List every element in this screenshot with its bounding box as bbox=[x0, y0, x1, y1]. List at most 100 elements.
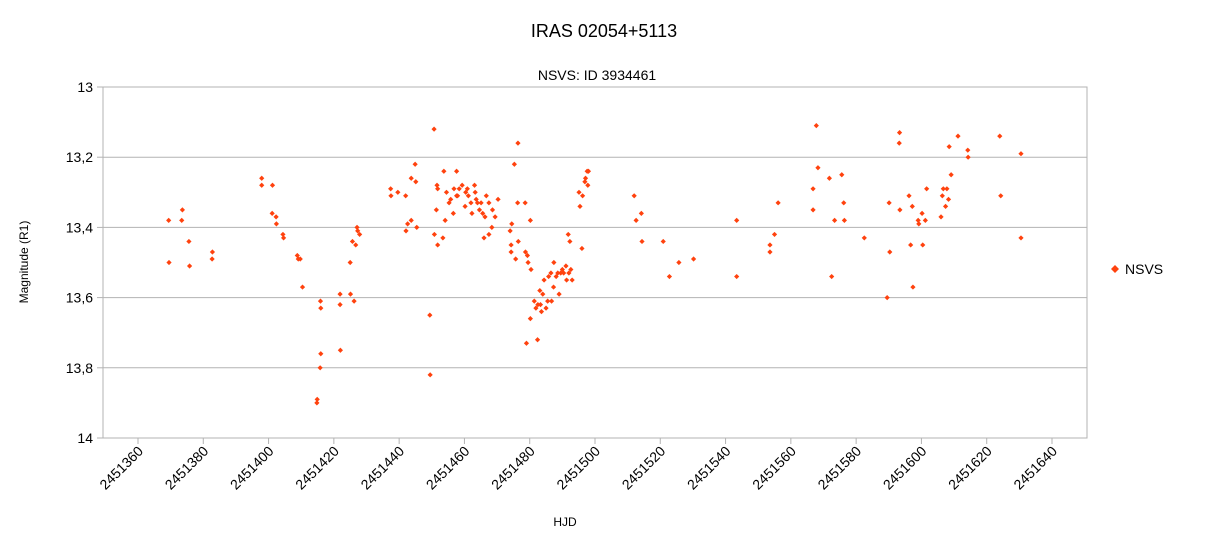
data-point bbox=[186, 238, 192, 245]
data-point bbox=[414, 224, 420, 230]
x-tick-label: 2451480 bbox=[488, 443, 538, 493]
data-point bbox=[948, 172, 954, 178]
data-point bbox=[347, 259, 353, 266]
data-point bbox=[166, 259, 172, 266]
data-point bbox=[508, 249, 514, 255]
x-tick-label: 2451640 bbox=[1010, 443, 1060, 493]
data-point bbox=[564, 277, 570, 283]
data-point bbox=[567, 238, 573, 245]
data-point bbox=[555, 270, 561, 276]
data-point bbox=[666, 273, 673, 280]
data-point bbox=[939, 193, 945, 199]
data-point bbox=[553, 273, 559, 280]
data-point bbox=[826, 175, 832, 181]
data-point bbox=[579, 245, 585, 252]
data-point bbox=[813, 123, 819, 129]
data-point bbox=[582, 175, 589, 181]
data-point bbox=[453, 168, 460, 174]
data-point bbox=[568, 266, 574, 273]
data-point bbox=[489, 224, 495, 230]
data-point bbox=[186, 263, 193, 269]
data-point bbox=[585, 168, 592, 174]
y-axis-label: Magnitude (R1) bbox=[17, 221, 31, 304]
data-point bbox=[463, 189, 469, 195]
data-point bbox=[585, 182, 591, 188]
data-point bbox=[273, 221, 280, 227]
data-point bbox=[462, 203, 468, 209]
data-point bbox=[550, 284, 557, 290]
data-point bbox=[535, 302, 541, 308]
data-point bbox=[734, 273, 740, 280]
x-tick-label: 2451460 bbox=[423, 443, 473, 493]
data-point bbox=[548, 270, 554, 276]
data-point bbox=[509, 221, 515, 227]
data-point bbox=[492, 214, 498, 220]
data-point bbox=[273, 214, 279, 220]
y-tick-label: 13,8 bbox=[66, 360, 93, 376]
data-point bbox=[337, 302, 343, 308]
data-point bbox=[314, 396, 320, 402]
data-point bbox=[565, 231, 571, 238]
data-point bbox=[474, 200, 481, 206]
data-point bbox=[527, 217, 533, 223]
data-point bbox=[280, 231, 286, 238]
data-point bbox=[942, 203, 949, 209]
data-point bbox=[767, 249, 773, 255]
data-point bbox=[511, 161, 517, 167]
data-point bbox=[579, 193, 586, 199]
data-point bbox=[317, 365, 323, 371]
data-point bbox=[294, 252, 300, 259]
data-point bbox=[541, 277, 547, 283]
data-point bbox=[403, 228, 409, 234]
data-point bbox=[922, 217, 928, 223]
y-axis-ticks: 13 13,2 13,4 13,6 13,8 14 bbox=[66, 79, 103, 446]
y-tick-label: 13 bbox=[77, 79, 93, 95]
data-point bbox=[946, 144, 952, 150]
data-point bbox=[531, 298, 537, 304]
data-point bbox=[427, 312, 433, 318]
data-point bbox=[388, 193, 394, 199]
data-point bbox=[944, 186, 950, 192]
data-point bbox=[280, 235, 287, 241]
data-point bbox=[841, 200, 847, 206]
data-point bbox=[841, 217, 847, 223]
plot-area bbox=[102, 86, 1088, 439]
data-point bbox=[965, 154, 971, 160]
data-point bbox=[543, 305, 549, 311]
x-tick-label: 2451560 bbox=[749, 443, 799, 493]
data-point bbox=[507, 228, 513, 234]
data-point bbox=[660, 238, 666, 245]
data-point bbox=[815, 165, 821, 171]
data-point bbox=[395, 189, 401, 195]
data-points bbox=[166, 123, 1024, 406]
x-tick-label: 2451540 bbox=[684, 443, 734, 493]
data-point bbox=[639, 238, 645, 245]
data-point bbox=[179, 207, 185, 213]
data-point bbox=[839, 172, 845, 178]
data-point bbox=[771, 231, 778, 238]
data-point bbox=[337, 347, 343, 353]
data-point bbox=[483, 193, 489, 199]
data-point bbox=[450, 210, 456, 216]
data-point bbox=[810, 186, 816, 192]
x-tick-label: 2451380 bbox=[162, 443, 212, 493]
data-point bbox=[413, 179, 419, 185]
data-point bbox=[945, 196, 952, 202]
data-point bbox=[548, 298, 555, 304]
data-point bbox=[314, 400, 320, 406]
data-point bbox=[631, 193, 637, 199]
data-point bbox=[1018, 151, 1024, 157]
data-point bbox=[676, 259, 682, 266]
data-point bbox=[886, 200, 892, 206]
data-point bbox=[533, 305, 539, 311]
data-point bbox=[435, 186, 441, 192]
data-point bbox=[887, 249, 893, 255]
data-point bbox=[908, 242, 914, 248]
y-tick-label: 14 bbox=[77, 430, 93, 446]
data-point bbox=[435, 242, 441, 248]
data-point bbox=[582, 179, 588, 185]
data-point bbox=[434, 182, 440, 188]
data-point bbox=[561, 270, 567, 276]
data-point bbox=[489, 207, 496, 213]
chart-subtitle: NSVS: ID 3934461 bbox=[538, 67, 657, 83]
